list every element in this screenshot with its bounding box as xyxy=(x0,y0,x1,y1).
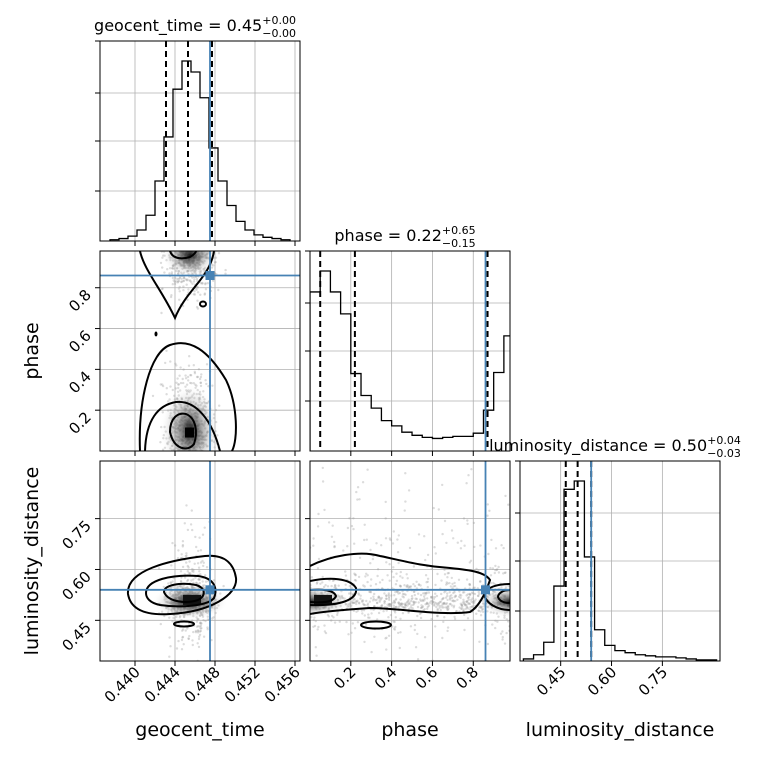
x-axis-label-luminosity_distance: luminosity_distance xyxy=(526,719,715,741)
contour-outer xyxy=(138,342,237,451)
contour-middle xyxy=(144,574,217,608)
tick-label-phase: 0.4 xyxy=(65,367,95,397)
truth-marker xyxy=(205,270,215,280)
panel-title-geocent_time: geocent_time = 0.45+0.00 −0.00 xyxy=(94,14,296,40)
tick-label-geocent_time: 0.452 xyxy=(221,663,264,706)
contour-island xyxy=(199,300,207,308)
contour-island xyxy=(173,620,195,628)
tick-label-luminosity_distance: 0.60 xyxy=(584,663,620,699)
panel-frame-geocent_time-phase xyxy=(99,250,301,452)
x-axis-label-geocent_time: geocent_time xyxy=(135,719,264,741)
tick-label-luminosity_distance: 0.75 xyxy=(635,663,671,699)
panel-frame-geocent_time-luminosity_distance xyxy=(99,460,301,662)
y-axis-label-luminosity_distance: luminosity_distance xyxy=(21,467,43,656)
contour-inner xyxy=(496,589,510,604)
density-peak xyxy=(314,594,332,605)
tick-label-phase: 0.2 xyxy=(330,663,360,693)
x-axis-label-phase: phase xyxy=(381,719,438,741)
contour-island xyxy=(154,331,158,337)
tick-label-phase: 0.6 xyxy=(412,663,442,693)
tick-label-luminosity_distance: 0.45 xyxy=(58,618,94,654)
histogram-geocent_time xyxy=(109,60,291,241)
tick-label-phase: 0.4 xyxy=(371,663,401,693)
tick-label-luminosity_distance: 0.60 xyxy=(58,568,94,604)
tick-label-phase: 0.8 xyxy=(65,286,95,316)
tick-label-luminosity_distance: 0.75 xyxy=(58,517,94,553)
tick-label-geocent_time: 0.456 xyxy=(261,663,304,706)
tick-label-geocent_time: 0.440 xyxy=(101,663,144,706)
density-peak xyxy=(185,427,194,438)
contour-middle xyxy=(169,251,197,260)
panel-title-phase: phase = 0.22+0.65 −0.15 xyxy=(334,224,475,250)
contour-middle xyxy=(310,577,358,607)
tick-label-geocent_time: 0.444 xyxy=(141,663,184,706)
tick-label-geocent_time: 0.448 xyxy=(181,663,224,706)
histogram-luminosity_distance xyxy=(522,480,718,661)
histogram-phase xyxy=(310,270,510,451)
panel-frame-phase-luminosity_distance xyxy=(309,460,511,662)
tick-label-phase: 0.8 xyxy=(452,663,482,693)
contour-inner xyxy=(168,412,197,450)
truth-marker xyxy=(205,585,215,595)
contour-outer xyxy=(126,554,238,616)
contour-island xyxy=(360,620,392,630)
tick-label-phase: 0.6 xyxy=(65,327,95,357)
contour-outer xyxy=(310,552,492,615)
panel-title-luminosity_distance: luminosity_distance = 0.50+0.04 −0.03 xyxy=(489,434,741,460)
truth-marker xyxy=(481,585,491,595)
tick-label-luminosity_distance: 0.45 xyxy=(533,663,569,699)
density-peak xyxy=(183,594,201,605)
scatter-points-phase-luminosity_distance xyxy=(310,466,510,661)
tick-label-phase: 0.2 xyxy=(65,408,95,438)
contour-inner xyxy=(162,582,205,603)
y-axis-label-phase: phase xyxy=(21,322,43,379)
